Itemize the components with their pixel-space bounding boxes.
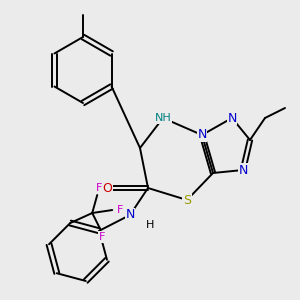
Text: N: N [197, 128, 207, 142]
Text: N: N [227, 112, 237, 124]
Text: F: F [99, 232, 105, 242]
Text: H: H [146, 220, 154, 230]
Text: S: S [183, 194, 191, 206]
Text: N: N [125, 208, 135, 221]
Text: F: F [117, 205, 123, 215]
Text: F: F [96, 183, 102, 193]
Text: O: O [102, 182, 112, 194]
Text: N: N [238, 164, 248, 176]
Text: NH: NH [154, 113, 171, 123]
